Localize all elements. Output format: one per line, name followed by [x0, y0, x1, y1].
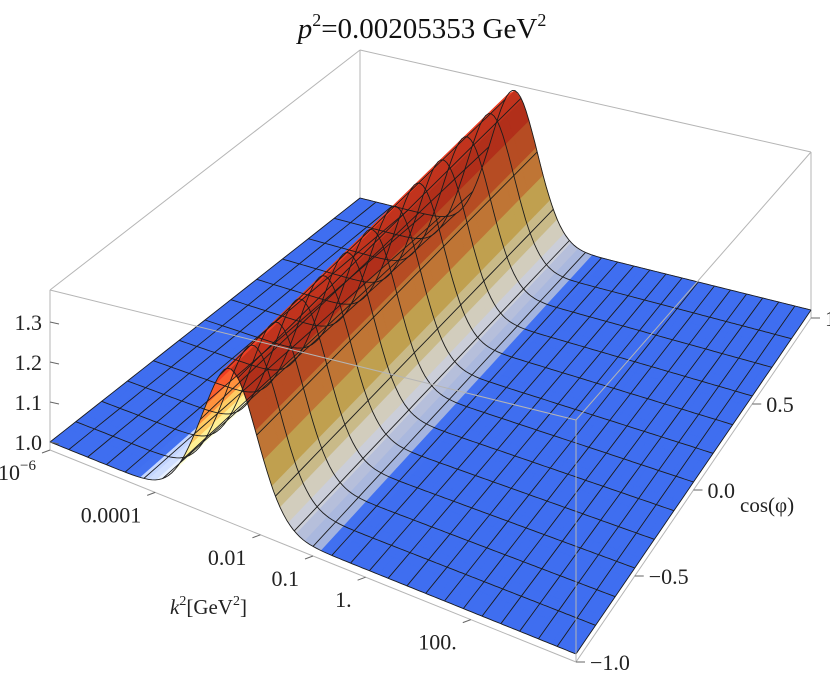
title-unit-exp: 2	[537, 10, 546, 30]
z-tick-label: 1.3	[15, 310, 43, 335]
box-edge	[49, 289, 577, 421]
z-tick-label: 1.1	[15, 390, 43, 415]
x-tick-mark	[462, 619, 471, 624]
x-label-unit-post: ]	[240, 595, 247, 619]
y-tick-label: 0.0	[708, 478, 736, 503]
mesh-line	[101, 321, 616, 598]
x-tick-label: 100.	[418, 630, 457, 655]
x-tick-label: 1.	[335, 587, 352, 612]
mesh-line	[153, 275, 655, 540]
x-label-var: k	[170, 595, 180, 619]
surface	[49, 90, 812, 655]
title-var-exp: 2	[312, 10, 321, 30]
chart-title: p2=0.00205353 GeV2	[296, 10, 547, 45]
box-edge	[575, 151, 812, 421]
mesh-line	[308, 136, 772, 368]
y-tick-label: −1.0	[590, 650, 630, 675]
mesh-line	[127, 298, 635, 569]
y-tick-label: −0.5	[649, 564, 689, 589]
x-label-unit-pre: [GeV	[186, 595, 233, 619]
mesh-line	[179, 252, 675, 512]
mesh-line	[230, 205, 714, 454]
x-tick-mark	[252, 534, 261, 539]
z-tick-mark	[49, 441, 60, 445]
z-tick-mark	[49, 321, 60, 325]
x-label-unit-exp: 2	[233, 594, 240, 609]
x-tick-mark	[147, 491, 156, 496]
z-tick-mark	[49, 361, 60, 365]
mesh-line	[334, 113, 792, 340]
back-box	[49, 49, 812, 450]
axes: 1.×10−6 0.0001 0.01 0.1 1. 100. 1.0 0.5 0.0 −0.5 −…	[0, 306, 830, 675]
box-edge	[359, 49, 812, 153]
x-axis-label: k2[GeV2]	[170, 594, 247, 619]
x-tick-mark	[357, 576, 366, 581]
x-tick-label: 1.×10−6	[0, 458, 36, 485]
mesh-line	[282, 159, 753, 397]
title-var: p	[296, 13, 313, 45]
x-tick-label: 0.1	[272, 566, 300, 591]
mesh-line	[256, 182, 733, 426]
mesh-line	[49, 367, 577, 655]
box-edge	[49, 49, 361, 291]
x-tick-label: 0.01	[208, 545, 247, 570]
z-tick-mark	[49, 401, 60, 405]
x-tick-label: 0.0001	[81, 502, 142, 527]
mesh-line	[75, 344, 596, 626]
x-label-var-exp: 2	[179, 594, 186, 609]
mesh-line	[359, 90, 812, 311]
x-tick-mark	[304, 555, 314, 560]
z-tick-label: 1.2	[15, 350, 43, 375]
mesh-line	[204, 228, 694, 483]
y-tick-label: 0.5	[766, 392, 794, 417]
x-tick-mark	[41, 449, 51, 454]
y-axis-label: cos(φ)	[740, 493, 794, 517]
z-tick-label: 1.0	[15, 430, 43, 455]
y-tick-label: 1.0	[825, 306, 830, 331]
title-value: =0.00205353 GeV	[321, 13, 537, 45]
